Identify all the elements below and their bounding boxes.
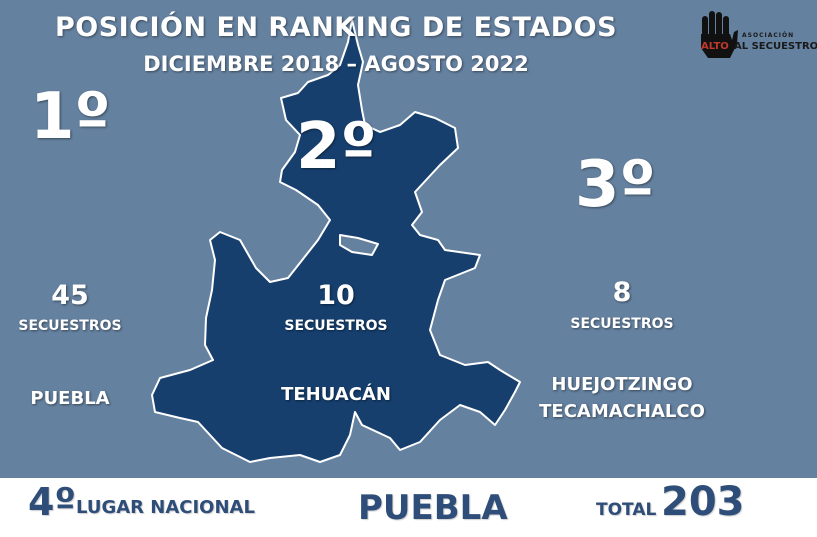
logo-org-small: ASOCIACIÓN xyxy=(742,32,795,39)
rank-third: 3º xyxy=(575,148,656,222)
logo-hand-text: ALTO xyxy=(701,41,729,52)
national-rank-label: LUGAR NACIONAL xyxy=(76,497,255,518)
footer-bar: 4º LUGAR NACIONAL PUEBLA TOTAL 203 xyxy=(0,478,817,537)
infographic-panel: POSICIÓN EN RANKING DE ESTADOS DICIEMBRE… xyxy=(18,10,817,463)
logo-org-name: AL SECUESTRO xyxy=(734,41,817,52)
puebla-state-map xyxy=(151,19,521,463)
state-shape xyxy=(151,19,521,463)
place-third-line2: TECAMACHALCO xyxy=(539,401,705,422)
state-name: PUEBLA xyxy=(358,488,508,528)
national-rank: 4º xyxy=(28,480,76,524)
alto-al-secuestro-logo: ALTO ASOCIACIÓN AL SECUESTRO xyxy=(698,10,817,62)
place-first: PUEBLA xyxy=(30,388,110,409)
state-notch xyxy=(339,234,379,256)
count-third: 8 xyxy=(612,277,632,308)
place-second: TEHUACÁN xyxy=(281,384,391,405)
rank-first: 1º xyxy=(30,80,111,154)
count-second: 10 xyxy=(317,280,355,311)
count-first: 45 xyxy=(51,280,89,311)
total-label: TOTAL xyxy=(596,500,657,520)
rank-second: 2º xyxy=(296,110,377,184)
total-value: 203 xyxy=(661,479,745,525)
unit-first: SECUESTROS xyxy=(18,318,122,334)
unit-second: SECUESTROS xyxy=(284,318,388,334)
hand-stop-icon xyxy=(701,11,738,58)
page-title: POSICIÓN EN RANKING DE ESTADOS xyxy=(54,12,618,43)
unit-third: SECUESTROS xyxy=(570,316,674,332)
page-subtitle: DICIEMBRE 2018 – AGOSTO 2022 xyxy=(143,52,529,76)
place-third-line1: HUEJOTZINGO xyxy=(551,374,693,395)
